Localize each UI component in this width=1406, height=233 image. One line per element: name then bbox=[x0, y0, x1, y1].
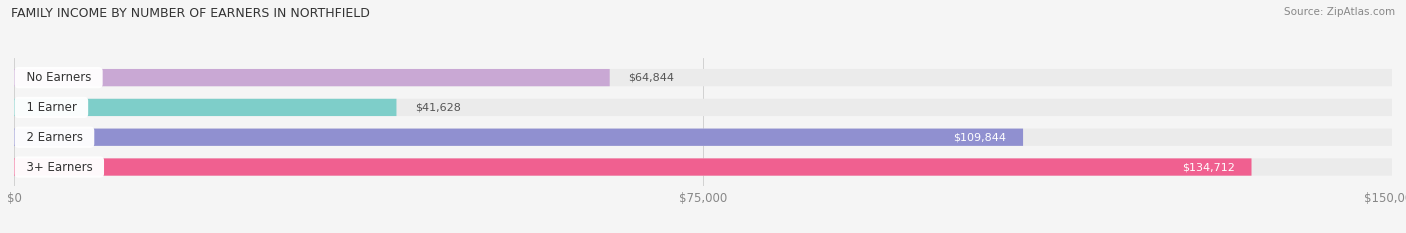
FancyBboxPatch shape bbox=[14, 69, 1392, 86]
Text: FAMILY INCOME BY NUMBER OF EARNERS IN NORTHFIELD: FAMILY INCOME BY NUMBER OF EARNERS IN NO… bbox=[11, 7, 370, 20]
Text: $41,628: $41,628 bbox=[415, 103, 461, 113]
Text: $64,844: $64,844 bbox=[628, 73, 673, 83]
Text: 2 Earners: 2 Earners bbox=[18, 131, 90, 144]
FancyBboxPatch shape bbox=[14, 99, 1392, 116]
Text: No Earners: No Earners bbox=[18, 71, 98, 84]
Text: $109,844: $109,844 bbox=[953, 132, 1007, 142]
FancyBboxPatch shape bbox=[14, 129, 1392, 146]
Text: $134,712: $134,712 bbox=[1182, 162, 1234, 172]
Text: Source: ZipAtlas.com: Source: ZipAtlas.com bbox=[1284, 7, 1395, 17]
Text: 3+ Earners: 3+ Earners bbox=[18, 161, 100, 174]
FancyBboxPatch shape bbox=[14, 99, 396, 116]
FancyBboxPatch shape bbox=[14, 69, 610, 86]
FancyBboxPatch shape bbox=[14, 158, 1251, 176]
FancyBboxPatch shape bbox=[14, 129, 1024, 146]
Text: 1 Earner: 1 Earner bbox=[18, 101, 84, 114]
FancyBboxPatch shape bbox=[14, 158, 1392, 176]
